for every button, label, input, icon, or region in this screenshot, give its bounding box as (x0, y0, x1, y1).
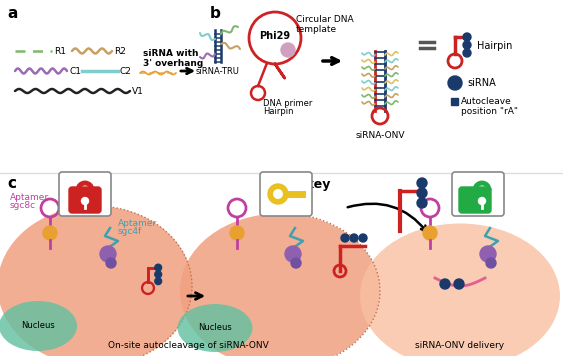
Circle shape (155, 278, 162, 284)
Text: Lock: Lock (79, 178, 111, 191)
Text: position "rA": position "rA" (461, 108, 518, 116)
Circle shape (423, 226, 437, 240)
Text: Phi29: Phi29 (260, 31, 291, 41)
Text: template: template (296, 25, 337, 33)
Circle shape (417, 198, 427, 208)
Circle shape (281, 43, 295, 57)
Circle shape (440, 279, 450, 289)
Circle shape (359, 234, 367, 242)
Ellipse shape (360, 224, 560, 356)
Circle shape (291, 258, 301, 268)
Text: siRNA-TRU: siRNA-TRU (196, 67, 240, 76)
Circle shape (155, 271, 162, 278)
Circle shape (82, 198, 88, 204)
Text: 3' overhang: 3' overhang (143, 59, 203, 68)
Text: Hairpin: Hairpin (477, 41, 512, 51)
Text: Aptamer: Aptamer (10, 194, 49, 203)
Text: Circular DNA: Circular DNA (296, 16, 354, 25)
Circle shape (230, 226, 244, 240)
Ellipse shape (180, 214, 380, 356)
Circle shape (479, 198, 485, 204)
Circle shape (417, 178, 427, 188)
Circle shape (43, 226, 57, 240)
Text: siRNA-ONV: siRNA-ONV (355, 131, 405, 140)
Circle shape (268, 184, 288, 204)
Text: Autocleave: Autocleave (461, 96, 512, 105)
Ellipse shape (0, 301, 77, 351)
Circle shape (285, 246, 301, 262)
Text: R2: R2 (114, 47, 126, 56)
Text: c: c (7, 176, 16, 191)
Circle shape (417, 188, 427, 198)
Text: Smart key: Smart key (260, 178, 330, 191)
Circle shape (454, 279, 464, 289)
Text: a: a (7, 6, 17, 21)
Text: C1: C1 (69, 67, 81, 75)
Text: V1: V1 (132, 87, 144, 95)
Circle shape (341, 234, 349, 242)
Circle shape (272, 188, 284, 200)
Circle shape (480, 246, 496, 262)
Text: sgc8c: sgc8c (10, 201, 36, 210)
Circle shape (486, 258, 496, 268)
Ellipse shape (177, 304, 252, 352)
Text: R1: R1 (54, 47, 66, 56)
Text: Hairpin: Hairpin (263, 108, 293, 116)
Circle shape (155, 264, 162, 271)
Circle shape (448, 76, 462, 90)
Circle shape (463, 41, 471, 49)
Circle shape (106, 258, 116, 268)
FancyBboxPatch shape (69, 187, 101, 213)
FancyBboxPatch shape (459, 187, 491, 213)
Circle shape (463, 49, 471, 57)
Text: siRNA with: siRNA with (143, 49, 199, 58)
Text: Open: Open (462, 178, 498, 191)
Text: Aptamer: Aptamer (118, 219, 157, 227)
Circle shape (350, 234, 358, 242)
Text: On-site autocleavage of siRNA-ONV: On-site autocleavage of siRNA-ONV (108, 341, 269, 351)
Text: siRNA-ONV delivery: siRNA-ONV delivery (415, 341, 504, 351)
Ellipse shape (0, 206, 193, 356)
Text: Nucleus: Nucleus (198, 324, 232, 333)
Text: C2: C2 (120, 67, 132, 75)
Text: DNA primer: DNA primer (263, 99, 312, 108)
Circle shape (100, 246, 116, 262)
Text: Nucleus: Nucleus (21, 321, 55, 330)
FancyBboxPatch shape (452, 172, 504, 216)
Text: siRNA: siRNA (467, 78, 496, 88)
Bar (451, 98, 458, 105)
FancyBboxPatch shape (59, 172, 111, 216)
Text: b: b (210, 6, 221, 21)
Text: sgc4f: sgc4f (118, 226, 142, 236)
Circle shape (463, 33, 471, 41)
FancyBboxPatch shape (260, 172, 312, 216)
